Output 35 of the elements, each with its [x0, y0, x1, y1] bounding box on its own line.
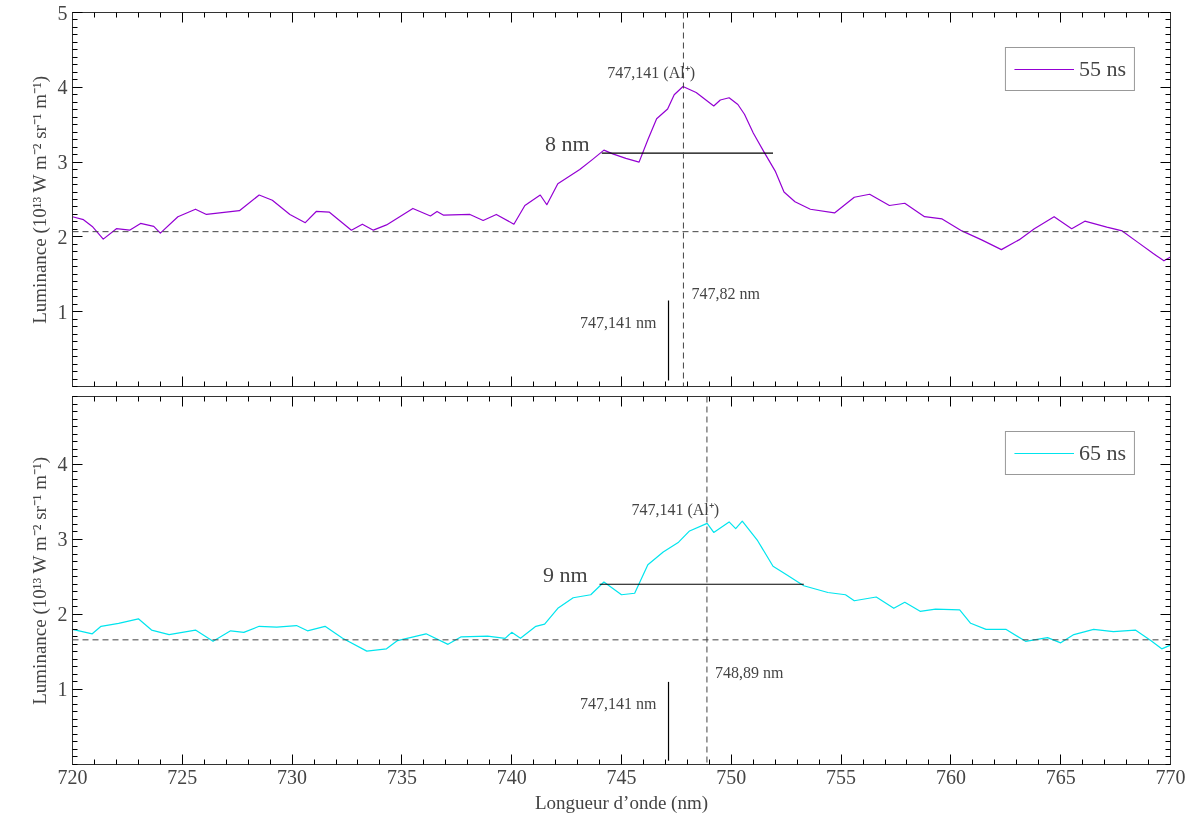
x-axis-title: Longueur d’onde (nm)	[534, 791, 709, 814]
line-series	[72, 520, 1171, 652]
x-tick-label: 725	[167, 765, 198, 788]
ref-line-label: 748,89 nm	[714, 664, 784, 681]
legend-label: 65 ns	[1078, 440, 1126, 466]
y-tick-label: 3	[57, 151, 68, 174]
y-axis-title: Luminance (10¹³ W m⁻² sr⁻¹ m⁻¹)	[28, 75, 51, 324]
y-tick-label: 3	[57, 528, 68, 551]
annotation: 747,141 nm	[580, 695, 658, 713]
line-series	[72, 85, 1171, 262]
x-tick-label: 770	[1155, 765, 1186, 788]
annotation: 747,141 (Al⁺)	[631, 500, 720, 519]
x-tick-label: 735	[386, 765, 417, 788]
x-tick-label: 720	[57, 765, 88, 788]
x-tick-label: 730	[277, 765, 308, 788]
legend-label: 55 ns	[1078, 56, 1126, 82]
annotation: 747,141 nm	[580, 313, 658, 331]
ref-line-label: 747,82 nm	[691, 284, 761, 302]
y-axis-title: Luminance (10¹³ W m⁻² sr⁻¹ m⁻¹)	[28, 456, 51, 705]
y-tick-label: 2	[57, 603, 68, 626]
y-tick-label: 4	[57, 76, 68, 99]
x-tick-label: 755	[826, 765, 857, 788]
x-tick-label: 745	[606, 765, 637, 788]
x-tick-label: 765	[1045, 765, 1076, 788]
y-tick-label: 4	[57, 453, 68, 476]
y-tick-label: 2	[57, 225, 68, 248]
x-tick-label: 760	[935, 765, 966, 788]
y-tick-label: 1	[57, 300, 68, 323]
x-tick-label: 750	[716, 765, 747, 788]
x-tick-label: 740	[496, 765, 527, 788]
annotation: 9 nm	[542, 561, 588, 587]
annotation: 8 nm	[545, 130, 590, 156]
y-tick-label: 5	[57, 1, 68, 24]
y-tick-label: 1	[57, 678, 68, 701]
annotation: 747,141 (Al⁺)	[607, 64, 695, 83]
